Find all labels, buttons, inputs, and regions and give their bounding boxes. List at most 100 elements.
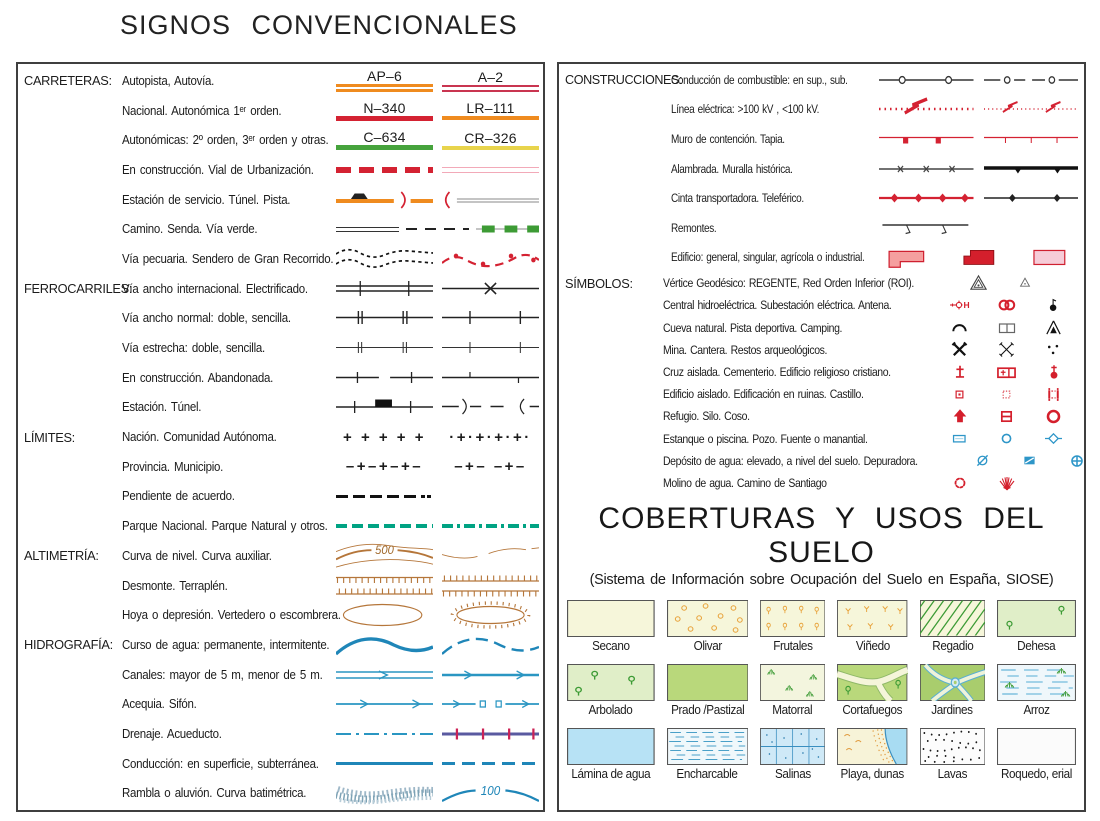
substation-icon (998, 300, 1015, 311)
row-label: Vía ancho normal: doble, sencilla. (122, 311, 291, 326)
autovia-a2-symbol: A–2 (442, 70, 539, 92)
well-icon (1001, 433, 1012, 444)
national-road-symbol: N–340 (336, 101, 433, 121)
swatch-jardines: Jardines (919, 664, 986, 719)
track-pista-symbol (442, 189, 539, 211)
powerline-high-symbol (879, 97, 974, 121)
category-ferrocarriles: FERROCARRILES: (24, 281, 133, 297)
row-label: Parque Nacional. Parque Natural y otros. (122, 519, 328, 534)
national-boundary-symbol: + + + + + (343, 428, 426, 446)
road-code: AP–6 (366, 68, 403, 85)
swatch-encharcable: Encharcable (666, 728, 749, 783)
swatch-olivar: Olivar (666, 600, 749, 655)
rail-station-symbol (336, 395, 433, 419)
row-refugio: Refugio. Silo. Coso. (565, 405, 1078, 427)
row-label: Rambla o aluvión. Curva batimétrica. (122, 786, 307, 801)
siphon-symbol (442, 694, 539, 714)
swatch-lamina-agua: Lámina de agua (567, 728, 655, 783)
row-label: Alambrada. Muralla histórica. (671, 161, 793, 176)
category-hidrografia: HIDROGRAFÍA: (24, 637, 113, 653)
row-label: Acequia. Sifón. (122, 697, 197, 712)
pond-icon (952, 434, 966, 443)
via-pecuaria-symbol (336, 246, 433, 272)
row-via-estrecha: Vía estrecha: doble, sencilla. (24, 333, 539, 363)
row-label: En construcción. Vial de Urbanización. (122, 162, 314, 177)
rail-single-symbol (442, 306, 539, 330)
category-altimetria: ALTIMETRÍA: (24, 548, 99, 564)
treatment-plant-icon (1070, 454, 1083, 467)
senda-symbol (406, 228, 469, 231)
depression-symbol (336, 601, 433, 629)
rail-international-symbol (336, 277, 433, 301)
row-label: En construcción. Abandonada. (122, 370, 274, 385)
row-label: Cueva natural. Pista deportiva. Camping. (663, 320, 843, 335)
row-label: Pendiente de acuerdo. (122, 489, 235, 504)
castle-icon (1048, 387, 1059, 401)
row-label: Conducción de combustible: en sup., sub. (671, 72, 848, 87)
permanent-stream-symbol (336, 632, 433, 658)
row-alambrada: Alambrada. Muralla histórica. (565, 154, 1078, 184)
cable-car-symbol (983, 186, 1078, 210)
row-edificios: Edificio: general, singular, agrícola o … (565, 243, 1078, 273)
row-via-pecuaria: Vía pecuaria. Sendero de Gran Recorrido. (24, 244, 539, 274)
cut-slope-symbol (336, 572, 433, 599)
road-code: N–340 (363, 99, 406, 116)
swatch-playa-dunas: Playa, dunas (837, 728, 908, 783)
regional-1st-road-symbol: LR–111 (442, 100, 539, 121)
row-autonomicas: Autonómicas: 2º orden, 3ᵉʳ orden y otras… (24, 125, 539, 155)
row-label: Vértice Geodésico: REGENTE, Red Orden In… (663, 276, 914, 291)
row-via-normal: Vía ancho normal: doble, sencilla. (24, 304, 539, 334)
row-autopista: CARRETERAS: Autopista, Autovía. AP–6 A–2 (24, 66, 539, 96)
row-hoya: Hoya o depresión. Vertedero o escombrera… (24, 600, 539, 630)
coberturas-title: COBERTURAS Y USOS DEL SUELO (598, 502, 1045, 570)
landcover-grid: Secano Olivar Frutales Viñedo Regadi (565, 600, 1078, 783)
urbanization-road-symbol (442, 166, 539, 173)
row-label: Estación. Túnel. (122, 400, 202, 415)
landfill-symbol (442, 601, 539, 629)
row-label: Autopista, Autovía. (122, 73, 215, 88)
intermittent-stream-symbol (442, 632, 539, 658)
antenna-icon (1049, 299, 1056, 312)
row-pendiente: Pendiente de acuerdo. (24, 482, 539, 512)
category-limites: LÍMITES: (24, 429, 75, 445)
row-estanque: Estanque o piscina. Pozo. Fuente o manan… (565, 427, 1078, 449)
row-central-hidro: Central hidroeléctrica. Subestación eléc… (565, 294, 1078, 316)
quarry-icon (999, 342, 1014, 358)
santiago-shell-icon (999, 476, 1014, 491)
refuge-icon (953, 409, 966, 423)
category-construcciones: CONSTRUCCIONES: (565, 72, 683, 87)
road-code: LR–111 (466, 100, 515, 117)
svg-text:500: 500 (375, 545, 394, 557)
conveyor-belt-symbol (879, 186, 974, 210)
canal-minor-symbol (442, 665, 539, 685)
narrow-rail-double-symbol (336, 336, 433, 360)
row-deposito: Depósito de agua: elevado, a nivel del s… (565, 450, 1083, 472)
row-label: Drenaje. Acueducto. (122, 726, 222, 741)
swatch-prado: Prado /Pastizal (666, 664, 749, 719)
swatch-arroz: Arroz (997, 664, 1076, 719)
watermill-icon (954, 477, 965, 489)
swatch-roquedo: Roquedo, erial (997, 728, 1076, 783)
row-acequia: Acequia. Sifón. (24, 689, 539, 719)
row-curvas-nivel: ALTIMETRÍA: Curva de nivel. Curva auxili… (24, 541, 539, 571)
historic-wall-symbol (983, 157, 1078, 181)
row-estacion-servicio: Estación de servicio. Túnel. Pista. (24, 185, 539, 215)
row-combustible: CONSTRUCCIONES: Conducción de combustibl… (565, 65, 1078, 95)
row-rambla: Rambla o aluvión. Curva batimétrica. 100 (24, 779, 539, 809)
road-under-construction-symbol (336, 166, 433, 173)
row-label: Molino de agua. Camino de Santiago (663, 475, 827, 490)
left-legend-panel: CARRETERAS: Autopista, Autovía. AP–6 A–2… (16, 62, 545, 812)
narrow-rail-single-symbol (442, 336, 539, 360)
row-label: Remontes. (671, 220, 717, 235)
cave-icon (952, 324, 967, 332)
rail-tunnel-symbol (442, 395, 539, 419)
row-label: Curva de nivel. Curva auxiliar. (122, 548, 272, 563)
row-label: Autonómicas: 2º orden, 3ᵉʳ orden y otras… (122, 133, 329, 148)
fuel-pipe-underground-symbol (983, 68, 1078, 92)
svg-text:100: 100 (481, 784, 501, 798)
cross-icon (955, 365, 964, 378)
regional-3rd-road-symbol: CR–326 (442, 131, 539, 150)
row-label: Nacional. Autonómica 1ᵉʳ orden. (122, 103, 282, 118)
geodesic-regente-icon (969, 274, 987, 290)
bullring-icon (1046, 409, 1061, 424)
